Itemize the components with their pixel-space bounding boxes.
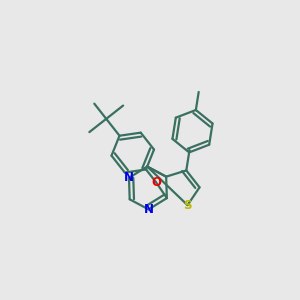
Text: N: N (124, 171, 134, 184)
Text: N: N (144, 203, 154, 216)
Text: O: O (151, 176, 161, 189)
Text: S: S (183, 199, 192, 212)
